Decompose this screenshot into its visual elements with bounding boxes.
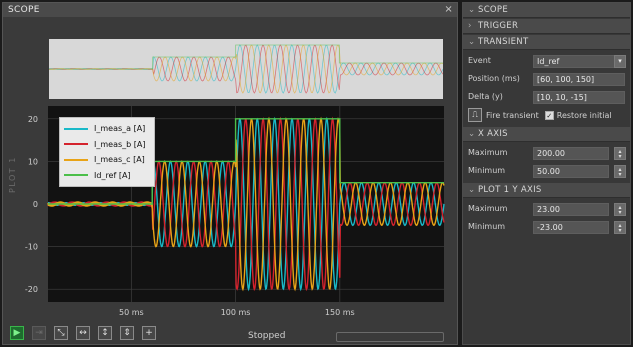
overview-series-line (49, 44, 443, 70)
progress-bar (336, 332, 444, 342)
fire-transient-icon[interactable]: ⎍ (468, 108, 482, 122)
legend-swatch (64, 127, 88, 130)
x-tick-label: 100 ms (221, 308, 251, 317)
delta-row: Delta (y) [10, 10, -15] (463, 89, 630, 106)
legend-label: I_meas_c [A] (94, 155, 145, 165)
event-row: Event Id_ref ▾ (463, 53, 630, 70)
chevron-down-icon: ⌄ (468, 185, 476, 195)
y-tick-label: -20 (25, 285, 38, 294)
legend-item: I_meas_a [A] (64, 121, 150, 137)
y-tick-label: 0 (33, 200, 38, 209)
legend-label: Id_ref [A] (94, 170, 131, 180)
section-transient[interactable]: ⌄ TRANSIENT (463, 35, 630, 50)
overview-strip[interactable] (49, 39, 443, 99)
legend-label: I_meas_b [A] (94, 139, 146, 149)
x-min-row: Minimum 50.00 ▴ ▾ (463, 163, 630, 180)
event-select[interactable]: Id_ref (533, 55, 625, 68)
legend-item: Id_ref [A] (64, 168, 150, 184)
chevron-down-icon: ⌄ (468, 129, 476, 139)
fire-transient-label[interactable]: Fire transient (486, 110, 539, 120)
x-min-label: Minimum (468, 166, 506, 175)
settings-panel: ⌄ SCOPE › TRIGGER ⌄ TRANSIENT Event Id_ref … (462, 2, 631, 345)
fire-row: ⎍ Fire transient ✓ Restore initial (468, 107, 612, 123)
add-cursor-button[interactable]: + (142, 326, 156, 340)
x-tick-label: 150 ms (325, 308, 355, 317)
y-tick-label: -10 (25, 243, 38, 252)
section-trigger[interactable]: › TRIGGER (463, 19, 630, 34)
x-tick-label: 50 ms (119, 308, 144, 317)
y-min-row: Minimum -23.00 ▴ ▾ (463, 219, 630, 236)
legend-item: I_meas_c [A] (64, 152, 150, 168)
run-button[interactable]: ▶ (10, 326, 24, 340)
scope-title: SCOPE (8, 5, 40, 15)
delta-label: Delta (y) (468, 92, 503, 101)
position-row: Position (ms) [60, 100, 150] (463, 71, 630, 88)
dropdown-arrow-icon[interactable]: ▾ (614, 55, 626, 68)
y-max-label: Maximum (468, 204, 508, 213)
position-label: Position (ms) (468, 74, 520, 83)
close-icon[interactable]: × (444, 4, 453, 15)
restore-initial-checkbox[interactable]: ✓ (544, 110, 554, 120)
x-max-input[interactable]: 200.00 (533, 147, 609, 160)
chevron-down-icon: ⌄ (468, 37, 476, 47)
legend-swatch (64, 143, 88, 146)
event-label: Event (468, 56, 491, 65)
legend: I_meas_a [A] I_meas_b [A] I_meas_c [A] I… (59, 117, 155, 187)
legend-item: I_meas_b [A] (64, 137, 150, 153)
export-button[interactable]: ⇥ (32, 326, 46, 340)
y-max-row: Maximum 23.00 ▴ ▾ (463, 201, 630, 218)
chevron-right-icon: › (468, 21, 472, 31)
y-max-input[interactable]: 23.00 (533, 203, 609, 216)
section-plot1-y-axis[interactable]: ⌄ PLOT 1 Y AXIS (463, 183, 630, 198)
y-tick-label: 10 (28, 157, 38, 166)
x-max-label: Maximum (468, 148, 508, 157)
x-max-row: Maximum 200.00 ▴ ▾ (463, 145, 630, 162)
autoscale-y-button[interactable]: ⇕ (120, 326, 134, 340)
x-min-spinner[interactable]: ▴ ▾ (614, 165, 626, 178)
section-x-axis[interactable]: ⌄ X AXIS (463, 127, 630, 142)
y-tick-label: 20 (28, 115, 38, 124)
legend-swatch (64, 158, 88, 161)
status-text: Stopped (248, 331, 286, 341)
y-max-spinner[interactable]: ▴ ▾ (614, 203, 626, 216)
x-min-input[interactable]: 50.00 (533, 165, 609, 178)
y-min-spinner[interactable]: ▴ ▾ (614, 221, 626, 234)
delta-input[interactable]: [10, 10, -15] (533, 91, 625, 104)
legend-swatch (64, 174, 88, 177)
y-min-input[interactable]: -23.00 (533, 221, 609, 234)
legend-label: I_meas_a [A] (94, 124, 146, 134)
scope-title-bar: SCOPE × (3, 3, 457, 17)
chevron-down-icon: ⌄ (468, 5, 476, 15)
zoom-fit-button[interactable]: ⤡ (54, 326, 68, 340)
position-input[interactable]: [60, 100, 150] (533, 73, 625, 86)
x-max-spinner[interactable]: ▴ ▾ (614, 147, 626, 160)
scope-toolbar: ▶ ⇥ ⤡ ↔ ↕ ⇕ + (10, 325, 164, 341)
overview-chart (49, 44, 443, 94)
zoom-y-button[interactable]: ↕ (98, 326, 112, 340)
series-line (48, 118, 444, 205)
restore-initial-label: Restore initial (556, 110, 612, 120)
panel-header-scope[interactable]: ⌄ SCOPE (463, 3, 630, 18)
zoom-x-button[interactable]: ↔ (76, 326, 90, 340)
y-min-label: Minimum (468, 222, 506, 231)
